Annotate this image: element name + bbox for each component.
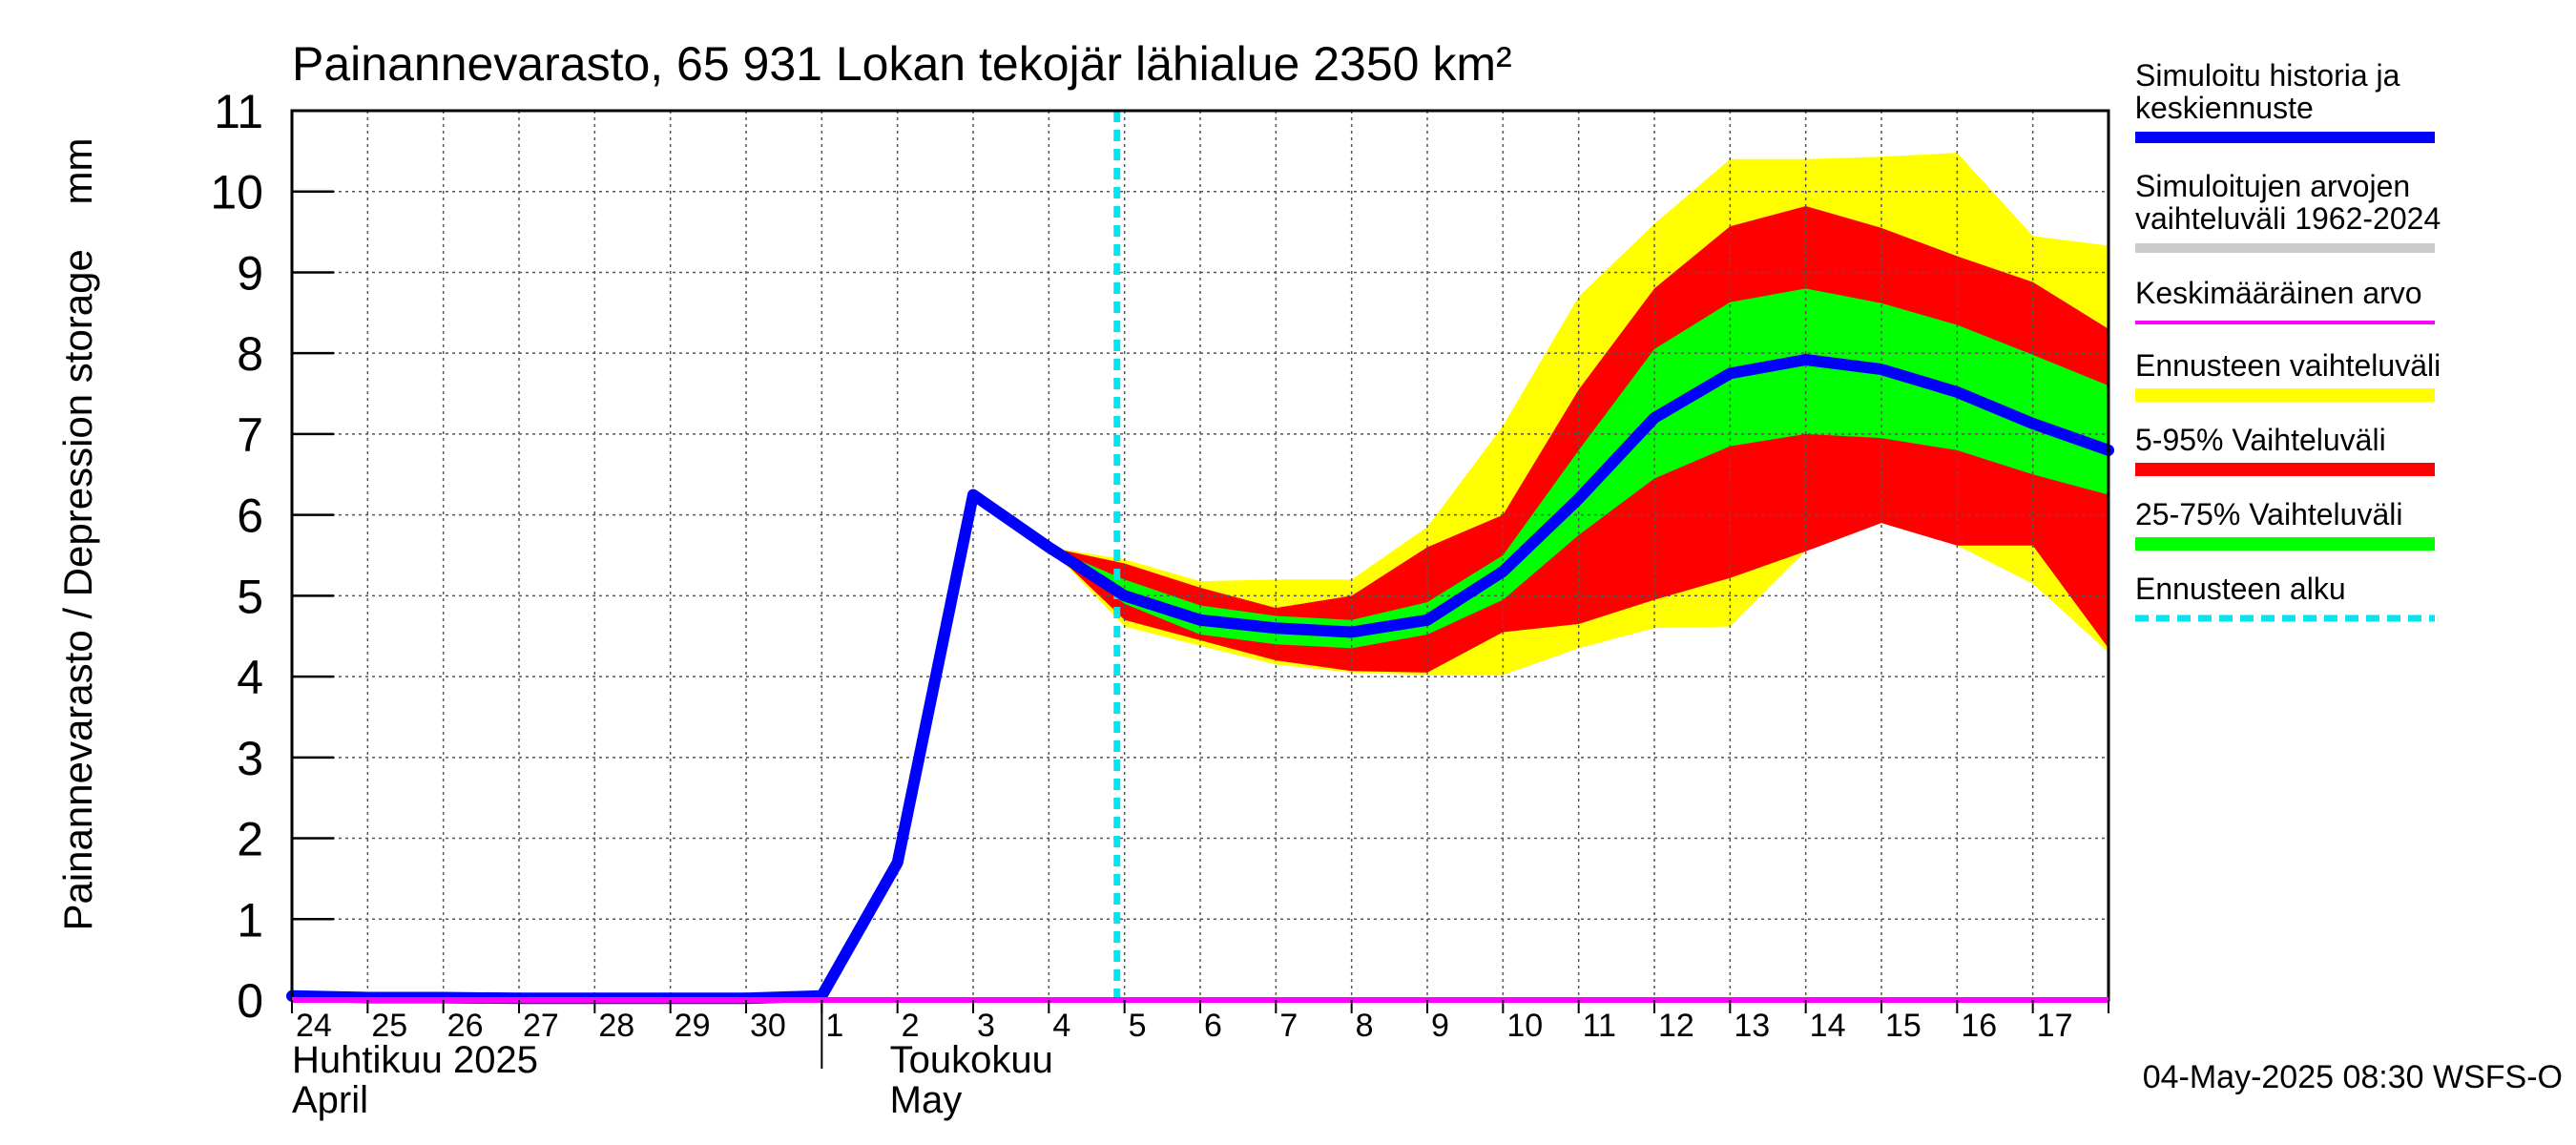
y-axis-label: Painannevarasto / Depression storage mm bbox=[55, 137, 100, 930]
y-tick-label: 4 bbox=[237, 651, 263, 704]
x-axis-labels: 24 25 26 27 28 29 30 1 2 3 4 5 6 7 8 9 10 11 12 13 14 15 16 17H… bbox=[292, 1008, 2072, 1121]
legend-label: Ennusteen alku bbox=[2135, 572, 2346, 606]
grid-lines bbox=[292, 109, 2109, 1000]
x-tick-label: 27 bbox=[523, 1008, 559, 1044]
y-axis-labels: 0 1 2 3 4 5 6 7 8 9 10 11 bbox=[210, 85, 263, 1028]
month-label-may-en: May bbox=[890, 1079, 963, 1121]
x-tick-label: 11 bbox=[1583, 1008, 1616, 1044]
legend-label: 5-95% Vaihteluväli bbox=[2135, 423, 2386, 457]
y-tick-label: 11 bbox=[214, 85, 263, 138]
x-tick-label: 12 bbox=[1658, 1008, 1694, 1044]
y-tick-label: 3 bbox=[237, 732, 263, 785]
x-tick-label: 15 bbox=[1885, 1008, 1922, 1044]
x-tick-label: 30 bbox=[750, 1008, 786, 1044]
legend-label: keskiennuste bbox=[2135, 91, 2314, 125]
x-tick-label: 29 bbox=[675, 1008, 711, 1044]
legend-label: Keskimääräinen arvo bbox=[2135, 276, 2422, 310]
y-tick-label: 10 bbox=[210, 166, 263, 219]
y-tick-label: 2 bbox=[237, 813, 263, 866]
chart-title: Painannevarasto, 65 931 Lokan tekojär lä… bbox=[292, 37, 1512, 91]
month-label-may-fi: Toukokuu bbox=[890, 1039, 1053, 1081]
legend-label: Simuloitu historia ja bbox=[2135, 58, 2400, 93]
month-label-april-en: April bbox=[292, 1079, 368, 1121]
x-tick-label: 16 bbox=[1961, 1008, 1997, 1044]
x-tick-label: 1 bbox=[825, 1008, 843, 1044]
band-2 bbox=[1049, 288, 2109, 649]
timestamp: 04-May-2025 08:30 WSFS-O bbox=[2143, 1059, 2563, 1095]
axes bbox=[290, 109, 2110, 1069]
x-tick-label: 6 bbox=[1204, 1008, 1222, 1044]
y-tick-label: 5 bbox=[237, 570, 263, 623]
y-tick-label: 0 bbox=[237, 974, 263, 1028]
x-tick-label: 2 bbox=[902, 1008, 920, 1044]
x-tick-label: 13 bbox=[1734, 1008, 1770, 1044]
legend-label: 25-75% Vaihteluväli bbox=[2135, 497, 2402, 531]
x-tick-label: 28 bbox=[598, 1008, 634, 1044]
x-tick-label: 25 bbox=[371, 1008, 407, 1044]
x-tick-label: 14 bbox=[1810, 1008, 1846, 1044]
legend-label: Ennusteen vaihteluväli bbox=[2135, 348, 2441, 383]
x-tick-label: 7 bbox=[1279, 1008, 1298, 1044]
y-tick-label: 1 bbox=[237, 893, 263, 947]
x-tick-label: 17 bbox=[2037, 1008, 2073, 1044]
y-tick-label: 6 bbox=[237, 489, 263, 543]
x-tick-label: 24 bbox=[296, 1008, 332, 1044]
x-tick-label: 26 bbox=[447, 1008, 484, 1044]
x-tick-label: 3 bbox=[977, 1008, 995, 1044]
legend-label: Simuloitujen arvojen bbox=[2135, 169, 2410, 203]
y-tick-label: 9 bbox=[237, 246, 263, 300]
x-tick-label: 10 bbox=[1506, 1008, 1543, 1044]
y-tick-label: 8 bbox=[237, 327, 263, 381]
y-tick-label: 7 bbox=[237, 408, 263, 462]
x-tick-label: 8 bbox=[1356, 1008, 1374, 1044]
x-tick-label: 4 bbox=[1052, 1008, 1070, 1044]
x-tick-label: 5 bbox=[1129, 1008, 1147, 1044]
legend-label: vaihteluväli 1962-2024 bbox=[2135, 201, 2441, 236]
month-label-april-fi: Huhtikuu 2025 bbox=[292, 1039, 538, 1081]
x-tick-label: 9 bbox=[1431, 1008, 1449, 1044]
